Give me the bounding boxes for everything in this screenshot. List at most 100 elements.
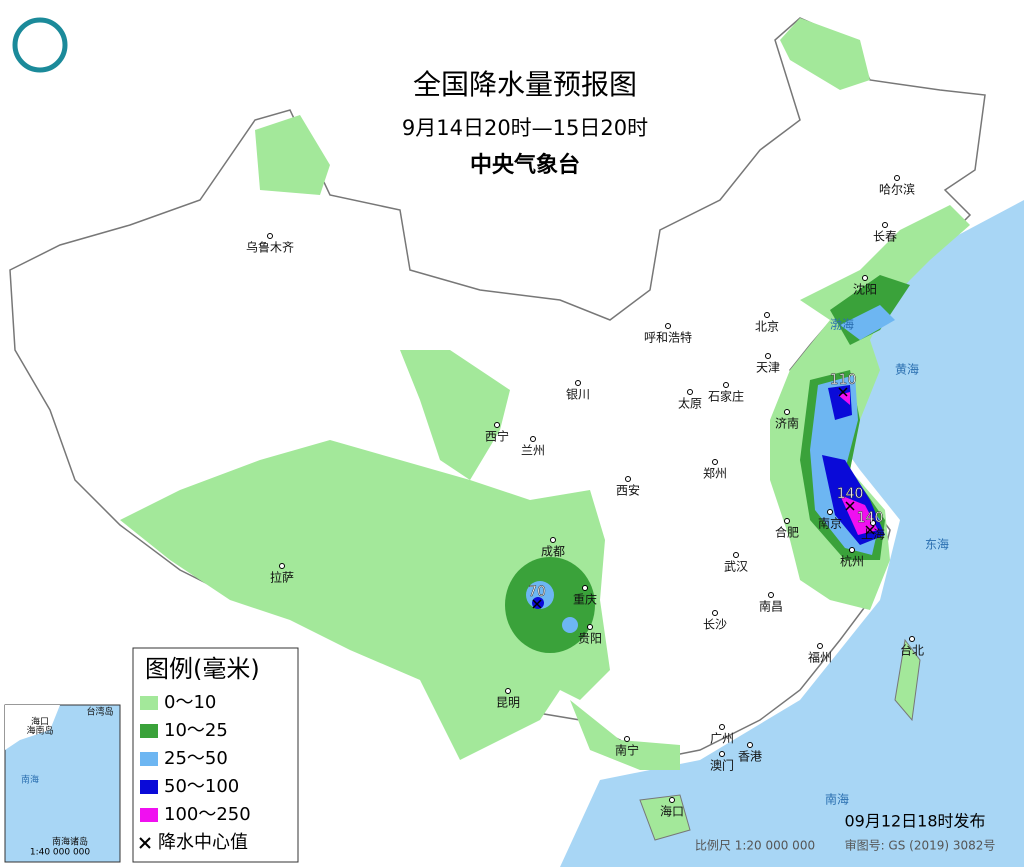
city-dot: [817, 643, 823, 649]
sea-label: 东海: [925, 537, 949, 552]
city-label: 天津: [756, 361, 780, 375]
city-dot: [687, 389, 693, 395]
city-label: 南昌: [759, 599, 783, 614]
city-label: 拉萨: [270, 570, 294, 585]
inset-land: [5, 705, 60, 750]
city-label: 成都: [541, 545, 565, 559]
city-dot: [494, 422, 500, 428]
city-dot: [909, 636, 915, 642]
period: 9月14日20时—15日20时: [402, 116, 648, 140]
city-dot: [849, 547, 855, 553]
title: 全国降水量预报图: [413, 68, 637, 101]
legend-label: 50～100: [164, 776, 239, 797]
inset-label: 海南岛: [26, 725, 53, 737]
legend-label: 25～50: [164, 748, 228, 769]
city-dot: [625, 476, 631, 482]
city-dot: [784, 409, 790, 415]
city-label: 西宁: [485, 429, 509, 444]
legend-swatch: [140, 780, 158, 794]
city-dot: [712, 459, 718, 465]
city-label: 武汉: [724, 560, 748, 574]
city-dot: [665, 323, 671, 329]
city-label: 昆明: [496, 696, 520, 710]
city-dot: [712, 610, 718, 616]
map-scale: 比例尺 1:20 000 000: [695, 839, 815, 853]
city-dot: [624, 736, 630, 742]
legend-label: 100～250: [164, 804, 251, 825]
city-dot: [765, 353, 771, 359]
inset-label: 南海: [21, 774, 39, 786]
legend-label: 10～25: [164, 720, 228, 741]
city-label: 澳门: [710, 758, 734, 773]
city-dot: [894, 175, 900, 181]
city-label: 石家庄: [708, 389, 744, 404]
sea-label: 黄海: [895, 362, 919, 377]
city-dot: [575, 380, 581, 386]
sea-label: 渤海: [830, 317, 854, 332]
city-dot: [505, 688, 511, 694]
city-dot: [733, 552, 739, 558]
center-value: 70: [528, 584, 546, 600]
city-label: 南宁: [615, 743, 639, 758]
legend-box: [132, 647, 299, 863]
city-dot: [723, 382, 729, 388]
city-label: 长沙: [703, 618, 727, 632]
city-label: 乌鲁木齐: [246, 240, 294, 255]
city-dot: [550, 537, 556, 543]
inset-label: 南海诸岛: [52, 836, 88, 848]
city-label: 海口: [660, 804, 684, 819]
city-label: 济南: [775, 416, 799, 431]
agency: 中央气象台: [470, 152, 580, 178]
city-label: 合肥: [775, 525, 799, 540]
center-marker: [532, 599, 542, 609]
city-label: 香港: [738, 750, 762, 764]
city-dot: [768, 592, 774, 598]
city-dot: [827, 509, 833, 515]
centers: 110 140 140 70: [528, 372, 884, 609]
center-value: 140: [857, 510, 884, 526]
legend-label: 0～10: [164, 692, 216, 713]
center-marker: [845, 501, 855, 511]
city-dot: [279, 563, 285, 569]
center-value: 140: [837, 486, 864, 502]
center-value: 110: [830, 372, 857, 388]
map-number: 审图号: GS (2019) 3082号: [845, 838, 996, 853]
city-dot: [870, 520, 876, 526]
city-label: 福州: [808, 650, 832, 665]
city-label: 哈尔滨: [879, 182, 915, 197]
legend-swatch: [140, 724, 158, 738]
city-dot: [862, 275, 868, 281]
center-marker: [865, 525, 875, 535]
city-dot: [882, 222, 888, 228]
legend-center-symbol: [139, 837, 151, 849]
city-dot: [719, 751, 725, 757]
city-dot: [267, 233, 273, 239]
city-label: 郑州: [703, 466, 727, 481]
city-label: 沈阳: [853, 282, 877, 297]
city-dot: [719, 724, 725, 730]
legend-items: 0～10 10～25 25～50 50～100 100～250: [140, 692, 251, 825]
city-label: 西安: [616, 483, 640, 498]
city-label: 银川: [566, 388, 590, 402]
inset-label: 海口: [31, 716, 49, 728]
legend-swatch: [140, 752, 158, 766]
sea-label: 南海: [825, 792, 849, 807]
legend-title: 图例(毫米): [145, 655, 260, 683]
city-dot: [587, 624, 593, 630]
city-label: 台北: [900, 643, 924, 658]
city-dot: [582, 585, 588, 591]
islands: [639, 638, 921, 841]
legend-swatch: [140, 696, 158, 710]
city-label: 重庆: [573, 593, 597, 607]
city-label: 广州: [710, 732, 734, 746]
legend-swatch: [140, 808, 158, 822]
city-dot: [669, 797, 675, 803]
city-label: 长春: [873, 230, 897, 244]
issued: 09月12日18时发布: [844, 812, 985, 831]
city-dot: [747, 742, 753, 748]
inset-label: 台湾岛: [86, 706, 113, 718]
